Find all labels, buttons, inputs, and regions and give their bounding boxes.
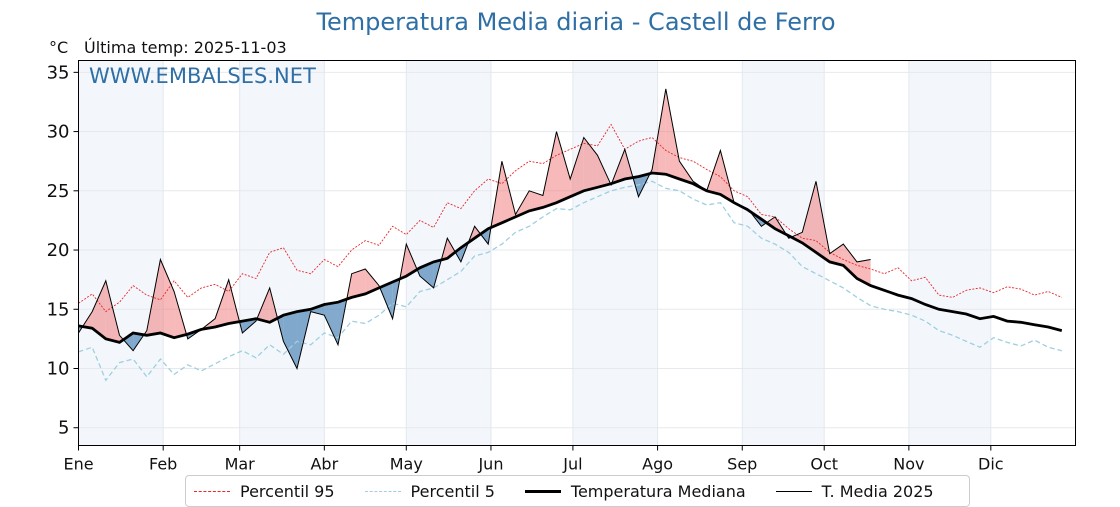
x-tick-label: May: [390, 455, 423, 474]
x-tick-label: Feb: [149, 455, 177, 474]
y-tick-label: 5: [58, 418, 69, 439]
legend-item-actual: T. Media 2025: [776, 482, 934, 501]
x-tick-label: Abr: [310, 455, 338, 474]
legend: Percentil 95 Percentil 5 Temperatura Med…: [185, 475, 970, 507]
x-tick-label: Ene: [63, 455, 93, 474]
month-band: [909, 61, 991, 446]
x-tick-label: Jul: [562, 455, 582, 474]
y-axis: 5 10 15 20 25 30 35: [47, 62, 79, 438]
legend-item-median: Temperatura Mediana: [525, 482, 746, 501]
month-band: [79, 61, 164, 446]
legend-label: Temperatura Mediana: [571, 482, 746, 501]
x-tick-label: Mar: [225, 455, 256, 474]
x-axis: Ene Feb Mar Abr May Jun Jul Ago Sep Oct Nov Dic: [63, 446, 1003, 474]
legend-actual-swatch: [776, 491, 812, 492]
y-tick-label: 35: [47, 62, 70, 83]
fill-above-median: [160, 260, 174, 338]
legend-label: T. Media 2025: [822, 482, 934, 501]
legend-item-p95: Percentil 95: [194, 482, 335, 501]
legend-p95-swatch: [194, 491, 230, 492]
fill-above-median: [666, 89, 680, 179]
y-tick-label: 15: [47, 299, 70, 320]
x-tick-label: Sep: [727, 455, 757, 474]
fill-above-median: [557, 132, 571, 203]
x-tick-label: Jun: [477, 455, 503, 474]
legend-item-p5: Percentil 5: [365, 482, 495, 501]
x-tick-label: Dic: [978, 455, 1004, 474]
y-tick-label: 10: [47, 359, 70, 380]
month-band: [240, 61, 325, 446]
month-bands: [79, 61, 991, 446]
chart: 5 10 15 20 25 30 35 Ene Feb Mar Abr May Jun Jul Ago Se…: [0, 0, 1120, 475]
fill-below-median: [324, 302, 338, 345]
legend-p5-swatch: [365, 491, 401, 492]
legend-label: Percentil 95: [240, 482, 335, 501]
x-tick-label: Nov: [893, 455, 924, 474]
y-tick-label: 30: [47, 122, 70, 143]
watermark: WWW.EMBALSES.NET: [89, 64, 316, 88]
x-tick-label: Ago: [642, 455, 673, 474]
month-band: [742, 61, 824, 446]
y-tick-label: 20: [47, 240, 70, 261]
month-band: [573, 61, 658, 446]
y-tick-label: 25: [47, 181, 70, 202]
legend-median-swatch: [525, 490, 561, 493]
legend-label: Percentil 5: [411, 482, 495, 501]
x-tick-label: Oct: [810, 455, 838, 474]
